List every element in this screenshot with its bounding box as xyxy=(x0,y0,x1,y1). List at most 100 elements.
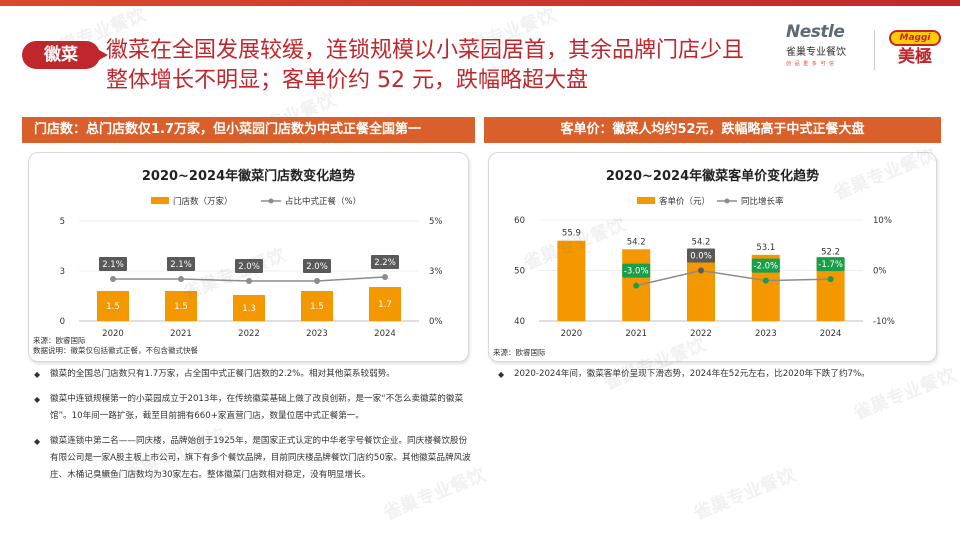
store-count-chart-panel: 2020~2024年徽菜门店数变化趋势 门店数（万家） 占比中式正餐（%） 0 3 5 0… xyxy=(28,152,469,362)
bar xyxy=(369,287,401,321)
bar-value-label: 54.2 xyxy=(627,237,646,247)
bar-value-label: 54.2 xyxy=(692,237,711,247)
line-value-label: -2.0% xyxy=(753,262,778,272)
bar-value-label: 53.1 xyxy=(756,243,775,253)
ticket-price-chart: 客单价（元） 同比增长率 40 50 60 -10% 0% 10% 55.9 2020 54.2 20… xyxy=(514,196,895,339)
y-tick-label: 50 xyxy=(514,267,525,277)
bar xyxy=(97,291,129,321)
line-value-label: 2.1% xyxy=(170,260,192,270)
line-marker xyxy=(246,278,252,284)
legend-swatch-marker xyxy=(268,198,274,204)
store-count-chart: 门店数（万家） 占比中式正餐（%） 0 3 5 0% 3% 5% 1.5 2020 1.5 2021 1… xyxy=(60,196,443,339)
bullet-item: 徽菜的全国总门店数只有1.7万家，占全国中式正餐门店数的2.2%。相对其他菜系较… xyxy=(34,366,474,383)
chart-source-note: 来源：欧睿国际 xyxy=(33,336,86,345)
legend-swatch-marker xyxy=(724,198,730,204)
x-tick-label: 2024 xyxy=(374,329,396,339)
bar-value-label: 1.5 xyxy=(310,302,324,312)
line-label-box xyxy=(371,255,399,269)
chart-title: 2020~2024年徽菜门店数变化趋势 xyxy=(141,169,356,184)
page-headline: 徽菜在全国发展较缓，连锁规模以小菜园居首，其余品牌门店少且整体增长不明显；客单价… xyxy=(106,38,745,93)
legend-label: 门店数（万家） xyxy=(173,196,233,207)
line-value-label: -3.0% xyxy=(624,267,649,277)
chart-data-note: 数据说明：徽菜仅包括徽式正餐，不包含徽式快餐 xyxy=(33,346,198,355)
chart-title: 2020~2024年徽菜客单价变化趋势 xyxy=(605,169,820,184)
y-tick-label: 60 xyxy=(514,216,525,226)
line-marker xyxy=(382,274,388,280)
line-marker xyxy=(698,267,704,274)
line-label-box xyxy=(167,257,195,271)
y-tick-label: 40 xyxy=(514,317,525,327)
line-marker xyxy=(314,278,320,284)
x-tick-label: 2022 xyxy=(690,329,712,339)
x-tick-label: 2021 xyxy=(625,329,647,339)
bar xyxy=(165,291,197,321)
line-value-label: 2.0% xyxy=(238,262,260,272)
line-label-box xyxy=(816,257,845,272)
x-tick-label: 2023 xyxy=(755,329,777,339)
cuisine-badge: 徽菜 xyxy=(22,41,108,69)
y-tick-label: 3 xyxy=(60,267,65,277)
y-tick-label: 5 xyxy=(60,217,65,227)
legend-label: 占比中式正餐（%） xyxy=(285,196,361,207)
maggi-logo-bottom: 美極 xyxy=(898,47,932,67)
y2-tick-label: 0% xyxy=(873,267,887,277)
ticket-price-bullets: 2020-2024年间，徽菜客单价呈现下滑态势，2024年在52元左右，比202… xyxy=(498,366,938,391)
bar-value-label: 52.2 xyxy=(821,247,840,257)
line-label-box xyxy=(622,263,651,278)
line-marker xyxy=(762,277,769,284)
bar xyxy=(557,240,586,321)
nestle-logo: Nestle 雀巢专业餐饮 创 品 重 多 可 信 xyxy=(786,22,862,72)
logo-divider xyxy=(874,30,875,70)
line-value-label: 2.1% xyxy=(102,260,124,270)
line-marker xyxy=(178,276,184,282)
y2-tick-label: -10% xyxy=(873,317,895,327)
nestle-logo-subtitle: 雀巢专业餐饮 xyxy=(786,47,846,58)
maggi-logo-top: Maggi xyxy=(889,30,941,46)
watermark-text: 雀巢专业餐饮 xyxy=(690,464,799,525)
series-line xyxy=(636,269,831,287)
bar-value-label: 55.9 xyxy=(562,229,581,239)
nestle-logo-tagline: 创 品 重 多 可 信 xyxy=(786,61,835,67)
x-tick-label: 2020 xyxy=(102,329,124,339)
legend-label: 同比增长率 xyxy=(741,196,784,207)
line-value-label: 2.0% xyxy=(306,262,328,272)
y-tick-label: 0 xyxy=(60,317,65,327)
chart-source-note: 来源：欧睿国际 xyxy=(493,348,546,357)
line-label-box xyxy=(235,259,263,273)
y2-tick-label: 0% xyxy=(429,317,443,327)
line-label-box xyxy=(687,248,715,263)
y2-tick-label: 5% xyxy=(429,217,443,227)
bullet-item: 徽菜中连锁规模第一的小菜园成立于2013年，在传统徽菜基础上做了改良创新，是一家… xyxy=(34,391,474,425)
y2-tick-label: 3% xyxy=(429,267,443,277)
line-marker xyxy=(633,282,640,289)
line-value-label: 0.0% xyxy=(690,252,712,262)
ticket-price-chart-panel: 2020~2024年徽菜客单价变化趋势 客单价（元） 同比增长率 40 50 60 -10… xyxy=(488,152,937,362)
x-tick-label: 2020 xyxy=(561,329,583,339)
bar-value-label: 1.5 xyxy=(174,302,188,312)
nestle-logo-text: Nestle xyxy=(786,22,845,42)
line-label-box xyxy=(751,258,780,273)
x-tick-label: 2021 xyxy=(170,329,192,339)
bar-value-label: 1.7 xyxy=(378,300,392,310)
maggi-logo: Maggi 美極 xyxy=(889,30,941,70)
line-value-label: 2.2% xyxy=(374,258,396,268)
bullet-item: 2020-2024年间，徽菜客单价呈现下滑态势，2024年在52元左右，比202… xyxy=(498,366,938,383)
line-label-box xyxy=(303,259,331,273)
bar-value-label: 1.5 xyxy=(106,302,120,312)
bar-value-label: 1.3 xyxy=(242,304,256,314)
store-count-bullets: 徽菜的全国总门店数只有1.7万家，占全国中式正餐门店数的2.2%。相对其他菜系较… xyxy=(34,366,474,492)
line-value-label: -1.7% xyxy=(818,260,843,270)
line-marker xyxy=(110,276,116,282)
y2-tick-label: 10% xyxy=(873,216,892,226)
x-tick-label: 2024 xyxy=(820,329,842,339)
legend-swatch-bar xyxy=(637,197,655,204)
ticket-price-section-header: 客单价：徽菜人均约52元，跌幅略高于中式正餐大盘 xyxy=(484,117,941,143)
bar xyxy=(233,295,265,321)
store-count-section-header: 门店数：总门店数仅1.7万家，但小菜园门店数为中式正餐全国第一 xyxy=(22,117,475,143)
legend-label: 客单价（元） xyxy=(659,196,710,207)
top-accent-bar xyxy=(0,0,960,6)
x-tick-label: 2022 xyxy=(238,329,260,339)
line-marker xyxy=(827,276,834,283)
bullet-item: 徽菜连锁中第二名——同庆楼，品牌始创于1925年，是国家正式认定的中华老字号餐饮… xyxy=(34,433,474,484)
x-tick-label: 2023 xyxy=(306,329,328,339)
